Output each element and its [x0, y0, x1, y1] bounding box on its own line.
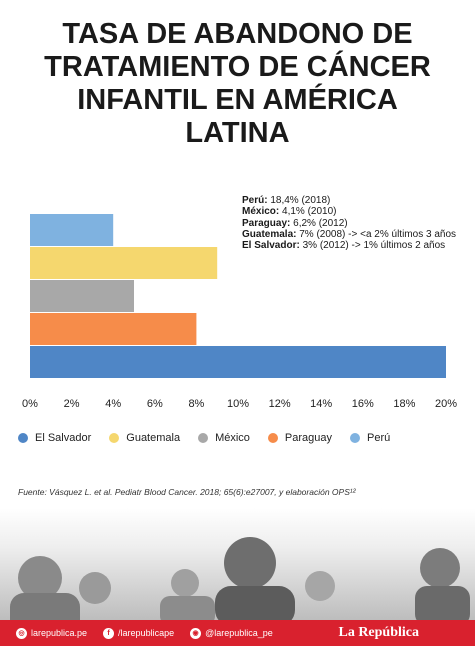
title-line: TRATAMIENTO DE CÁNCER [44, 51, 431, 83]
note-line: Guatemala: 7% (2008) -> <a 2% últimos 3 … [242, 229, 456, 240]
x-tick-label: 4% [105, 398, 121, 410]
legend-swatch [267, 433, 278, 443]
social-label: larepublica.pe [31, 628, 88, 638]
title-line: LATINA [185, 117, 290, 149]
bar-méxico [30, 280, 134, 312]
legend-label: El Salvador [35, 432, 92, 444]
title-line: TASA DE ABANDONO DE [62, 18, 413, 50]
social-link-web[interactable]: ◎ larepublica.pe [16, 627, 88, 639]
bar-perú [30, 214, 114, 246]
legend-label: Paraguay [284, 432, 333, 444]
legend-item-mexico: México [198, 432, 250, 444]
x-tick-label: 8% [188, 398, 204, 410]
legend-item-el-salvador: El Salvador [18, 432, 91, 444]
social-link-facebook[interactable]: f/larepublicape [103, 627, 175, 639]
legend-item-peru: Perú [350, 432, 390, 444]
x-tick-label: 16% [352, 398, 374, 410]
bar-guatemala [30, 247, 218, 279]
legend-swatch [198, 433, 209, 443]
x-tick-label: 10% [227, 398, 249, 410]
bar-paraguay [30, 313, 197, 345]
legend-item-paraguay: Paraguay [267, 432, 333, 444]
legend-swatch [350, 433, 361, 443]
note-detail: 6,2% (2012) [290, 217, 348, 229]
chart-legend: El Salvador Guatemala México Paraguay Pe… [18, 432, 408, 444]
country-notes: Perú: 18,4% (2018) México: 4,1% (2010) P… [242, 195, 456, 251]
bar-chart: 0% 2% 4% 6% 8% 10% 12% 14% 16% 18% 20% [22, 214, 457, 410]
legend-label: México [215, 432, 250, 444]
social-label: @larepublica_pe [205, 628, 273, 638]
x-tick-label: 0% [22, 398, 38, 410]
legend-swatch [109, 433, 120, 443]
note-country: Perú: [242, 195, 268, 206]
social-label: /larepublicape [118, 628, 175, 638]
note-line: México: 4,1% (2010) [242, 206, 456, 217]
x-tick-label: 20% [435, 398, 457, 410]
legend-label: Guatemala [126, 432, 181, 444]
x-tick-label: 14% [310, 398, 332, 410]
source-note: Fuente: Vásquez L. et al. Pediatr Blood … [18, 487, 356, 497]
web-icon: ◎ [16, 627, 27, 639]
legend-swatch [18, 433, 28, 443]
note-country: México: [242, 206, 280, 218]
note-line: Paraguay: 6,2% (2012) [242, 218, 456, 229]
note-detail: 18,4% (2018) [267, 195, 331, 206]
note-detail: 7% (2008) -> <a 2% últimos 3 años [296, 228, 456, 240]
photo-silhouettes [10, 537, 470, 620]
footer-bar: ◎ larepublica.pe f/larepublicape ◉ @larepu… [0, 620, 475, 646]
note-country: Paraguay: [242, 217, 291, 229]
bar-el-salvador [30, 346, 446, 378]
note-detail: 4,1% (2010) [279, 206, 337, 218]
title-line: INFANTIL EN AMÉRICA [77, 84, 398, 116]
background-photo [0, 508, 475, 620]
x-tick-label: 6% [147, 398, 163, 410]
note-country: El Salvador: [242, 240, 300, 252]
instagram-icon: ◉ [190, 627, 202, 639]
facebook-icon: f [103, 627, 115, 639]
social-link-instagram[interactable]: ◉ @larepublica_pe [190, 627, 273, 639]
note-detail: 3% (2012) -> 1% últimos 2 años [299, 240, 446, 252]
chart-title: TASA DE ABANDONO DE TRATAMIENTO DE CÁNCE… [0, 18, 475, 150]
x-tick-label: 12% [269, 398, 291, 410]
brand-logo: La República [338, 625, 419, 640]
note-country: Guatemala: [242, 228, 297, 240]
legend-label: Perú [367, 432, 391, 444]
note-line: Perú: 18,4% (2018) [242, 195, 456, 206]
x-tick-label: 2% [64, 398, 80, 410]
legend-item-guatemala: Guatemala [109, 432, 180, 444]
x-tick-label: 18% [393, 398, 415, 410]
note-line: El Salvador: 3% (2012) -> 1% últimos 2 a… [242, 240, 456, 251]
